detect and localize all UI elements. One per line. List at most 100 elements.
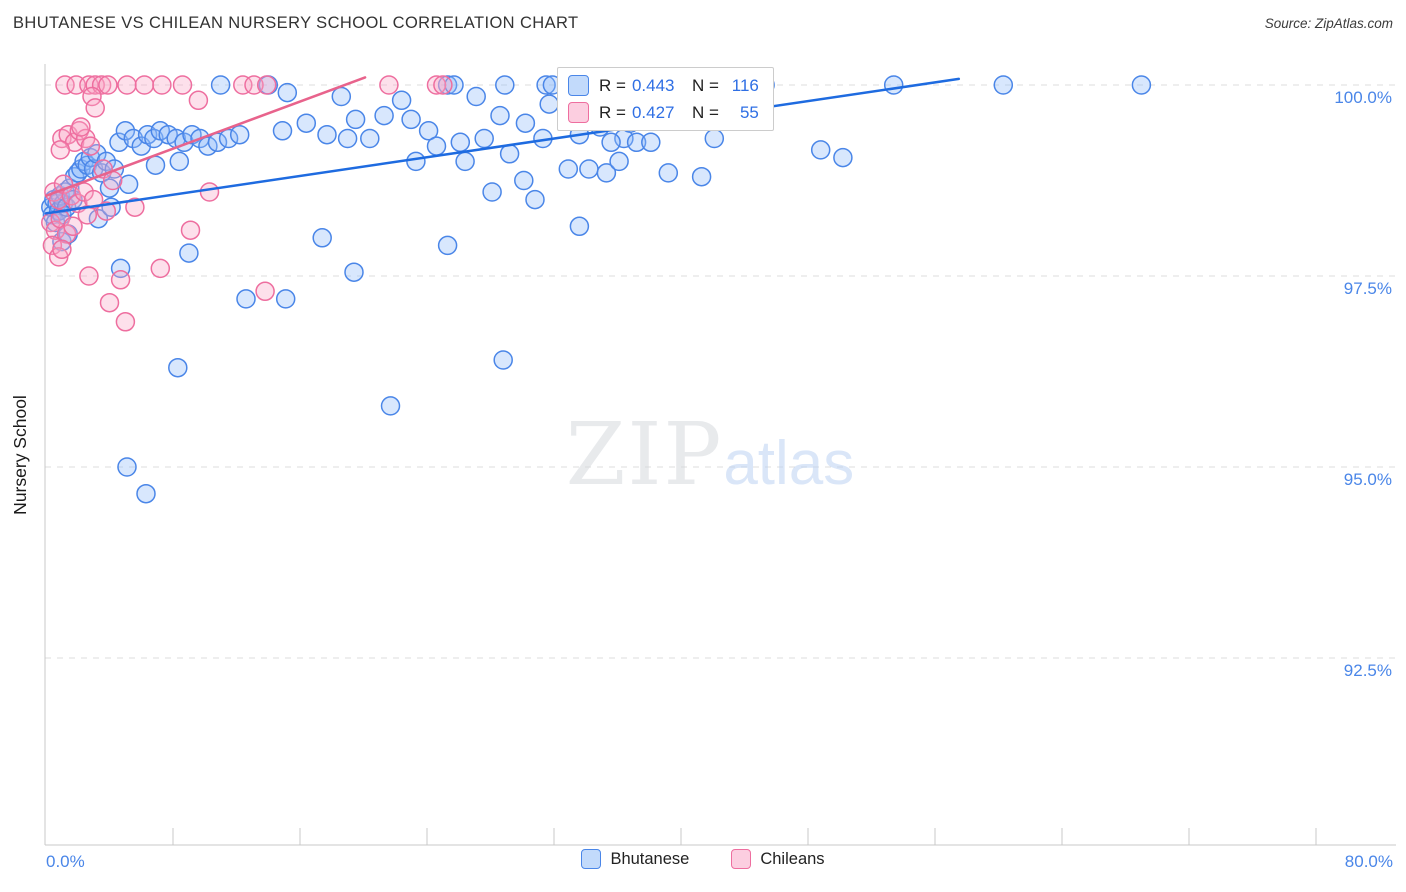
scatter-point (579, 159, 599, 179)
bhutanese-swatch-icon (581, 849, 602, 869)
scatter-point (218, 128, 239, 149)
scatter-point (426, 75, 447, 95)
scatter-point (466, 86, 486, 107)
scatter-point (482, 182, 502, 202)
scatter-point (115, 121, 136, 141)
scatter-point (42, 235, 63, 256)
scatter-point (98, 75, 118, 95)
scatter-point (609, 151, 629, 172)
gridlines: 100.0% 97.5% 95.0% 92.5% (45, 84, 1396, 680)
scatter-point (71, 117, 91, 137)
scatter-point (277, 82, 298, 103)
scatter-point (455, 151, 475, 172)
scatter-point (79, 266, 99, 286)
scatter-point (110, 258, 131, 279)
n-label: N = (691, 102, 719, 122)
chileans-swatch-icon (731, 849, 752, 869)
scatter-point (256, 75, 277, 95)
scatter-point (229, 124, 250, 145)
y-tick-label: 100.0% (1334, 88, 1392, 107)
bhutanese-swatch-icon (568, 75, 589, 96)
legend-row-bhutanese: R = 0.443 N = 116 (568, 75, 759, 96)
scatter-point (833, 147, 853, 168)
scatter-point (136, 483, 156, 504)
scatter-point (401, 109, 421, 130)
scatter-point (360, 128, 380, 149)
scatter-point (499, 144, 520, 164)
source-attribution: Source: ZipAtlas.com (1264, 16, 1393, 31)
r-label: R = (599, 75, 626, 95)
scatter-point (658, 163, 679, 183)
scatter-point (596, 163, 617, 183)
scatter-point (337, 128, 358, 149)
y-tick-label: 95.0% (1344, 470, 1392, 489)
y-tick-label: 97.5% (1344, 279, 1392, 298)
scatter-point (380, 396, 401, 416)
scatter-point (275, 289, 296, 309)
scatter-point (515, 113, 536, 133)
scatter-point (426, 136, 447, 156)
scatter-point (180, 220, 201, 240)
correlation-legend-box: R = 0.443 N = 116 R = 0.427 N = 55 (557, 67, 774, 131)
scatter-point (188, 90, 209, 111)
trend-line-bhutanese (44, 77, 961, 215)
scatter-point (134, 75, 155, 95)
legend-label-bhutanese: Bhutanese (610, 849, 690, 868)
scatter-point (172, 75, 193, 95)
scatter-point (77, 205, 98, 225)
scatter-point (179, 243, 199, 263)
scatter-point (110, 270, 131, 290)
legend-row-chileans: R = 0.427 N = 55 (568, 102, 759, 123)
scatter-point (810, 140, 831, 160)
y-tick-label: 92.5% (1344, 661, 1392, 680)
scatter-point (495, 75, 515, 95)
x-axis-max-label: 80.0% (1344, 852, 1393, 871)
scatter-point (96, 201, 117, 221)
scatter-point (236, 289, 256, 309)
scatter-series-bhutanese (41, 75, 1152, 504)
r-value: 0.443 (631, 75, 675, 95)
scatter-point (255, 281, 275, 302)
scatter-point (272, 121, 293, 141)
scatter-point (88, 208, 109, 229)
y-axis-title: Nursery School (10, 395, 30, 515)
scatter-point (50, 140, 71, 160)
scatter-point (525, 189, 545, 210)
scatter-point (539, 94, 559, 114)
scatter-point (490, 105, 510, 126)
scatter-point (391, 90, 412, 111)
scatter-point (691, 166, 712, 187)
scatter-point (168, 357, 188, 378)
x-axis-min-label: 0.0% (46, 852, 85, 871)
scatter-point (123, 128, 144, 149)
scatter-point (55, 75, 75, 95)
r-label: R = (599, 102, 626, 122)
scatter-point (437, 75, 458, 95)
scatter-point (169, 151, 190, 172)
n-value: 116 (731, 75, 759, 95)
scatter-point (145, 155, 166, 175)
scatter-point (345, 109, 366, 130)
r-value: 0.427 (631, 102, 675, 122)
scatter-point (99, 292, 120, 313)
scatter-point (117, 457, 137, 477)
scatter-point (125, 197, 145, 217)
legend-item-bhutanese: Bhutanese (581, 849, 689, 869)
scatter-point (883, 75, 904, 95)
scatter-point (569, 216, 590, 237)
scatter-point (109, 132, 129, 153)
scatter-point (704, 128, 725, 149)
scatter-series-chileans (41, 75, 453, 332)
scatter-point (536, 75, 556, 95)
n-label: N = (691, 75, 719, 95)
legend-label-chileans: Chileans (760, 849, 825, 868)
scatter-point (641, 132, 661, 153)
scatter-point (199, 182, 220, 202)
scatter-point (296, 113, 317, 133)
scatter-point (115, 312, 136, 332)
scatter-point (85, 98, 105, 118)
n-value: 55 (739, 102, 759, 122)
scatter-point (233, 75, 253, 95)
chileans-swatch-icon (568, 102, 589, 123)
